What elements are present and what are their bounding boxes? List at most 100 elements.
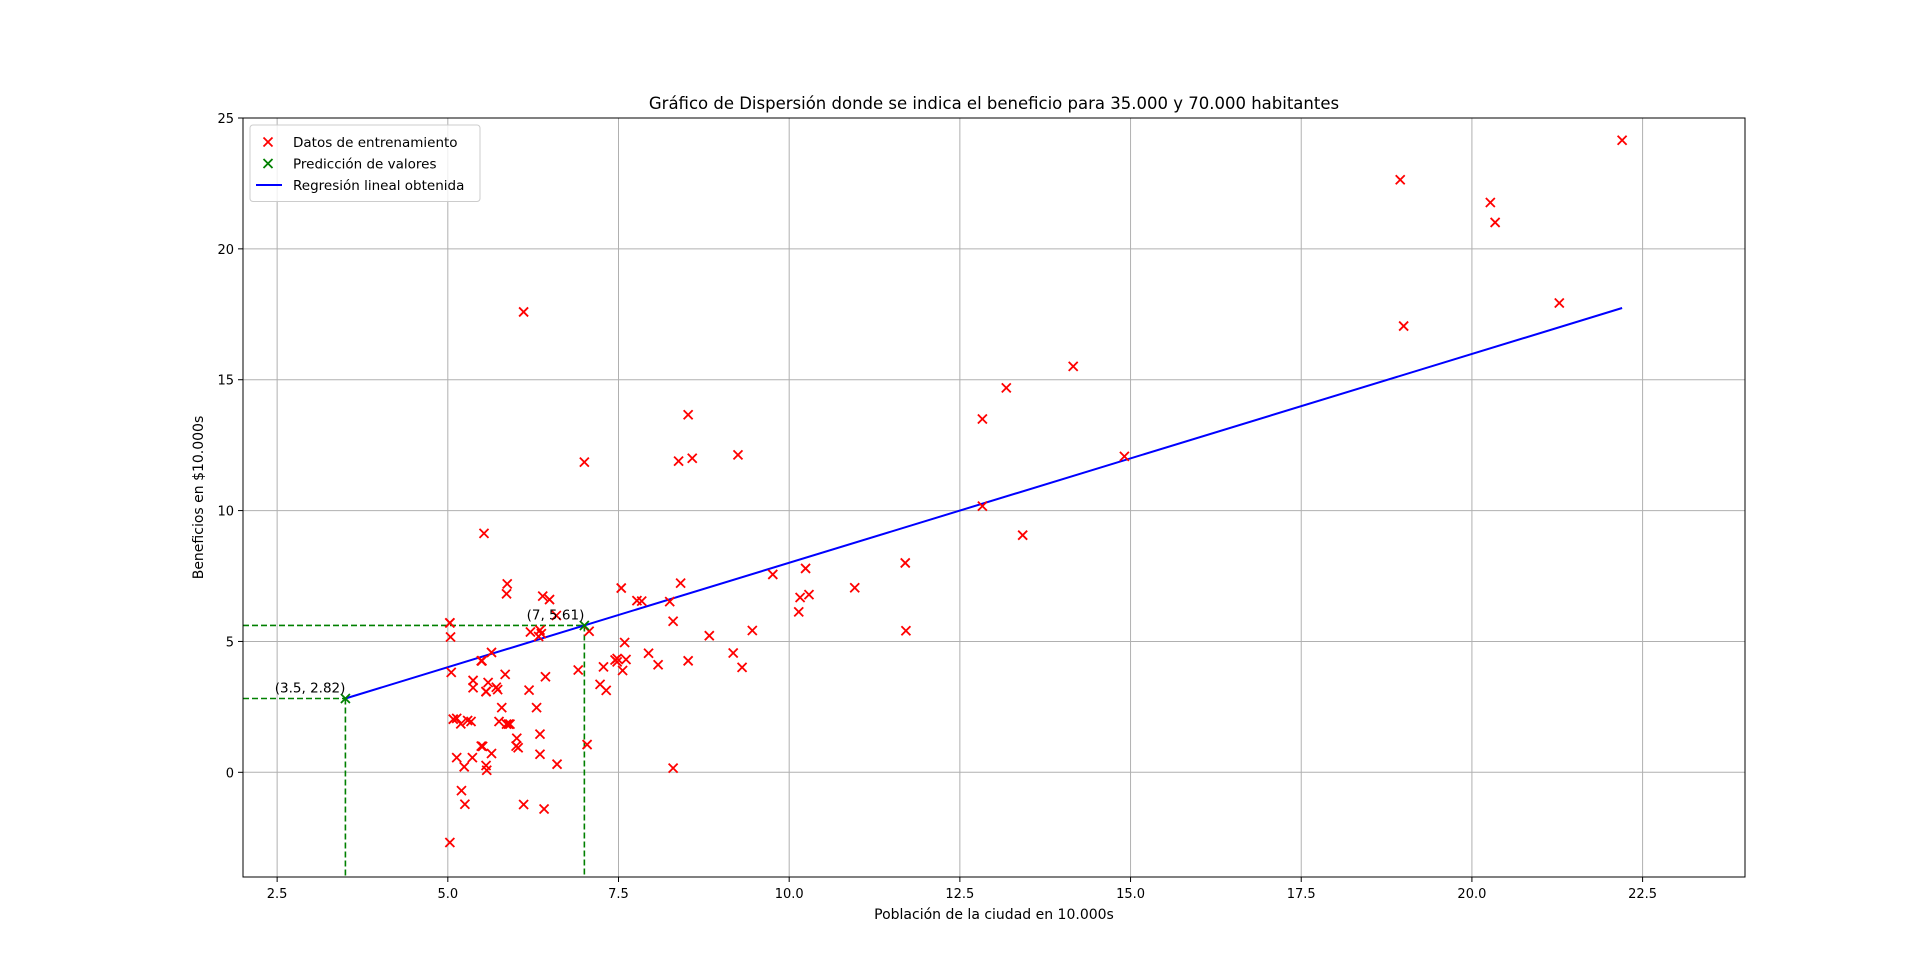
training-point: [977, 413, 988, 425]
y-tick-label: 5: [226, 635, 234, 650]
y-tick-label: 20: [217, 243, 234, 258]
x-axis-label: Población de la ciudad en 10.000s: [874, 907, 1114, 923]
training-point: [620, 654, 632, 665]
training-point: [534, 749, 546, 760]
training-point: [551, 610, 562, 621]
x-tick-label: 12.5: [945, 887, 974, 902]
training-point: [977, 501, 988, 512]
prediction-point: [340, 693, 351, 704]
training-point: [478, 528, 490, 539]
training-point: [667, 616, 679, 627]
legend-marker-swatch: [262, 136, 274, 148]
x-tick-label: 2.5: [267, 887, 288, 902]
training-point: [619, 637, 630, 648]
training-point: [643, 648, 654, 659]
training-point: [531, 702, 542, 713]
training-point: [1554, 297, 1565, 309]
training-point: [537, 591, 548, 602]
training-point: [1119, 451, 1130, 462]
training-point: [675, 577, 686, 589]
training-point: [467, 682, 479, 693]
training-point: [444, 617, 456, 629]
training-point: [800, 563, 811, 574]
legend-box: [249, 124, 481, 202]
x-tick-label: 22.5: [1628, 887, 1657, 902]
training-point: [523, 684, 535, 696]
training-point: [1485, 197, 1496, 208]
training-point: [459, 799, 471, 810]
training-point: [631, 595, 643, 606]
x-tick-label: 17.5: [1287, 887, 1316, 902]
ticks-layer: 2.5 5.0 7.5 10.0 12.5 15.0 17.5 20.0 22.5 0 5 10 15 2…: [217, 112, 1657, 902]
training-point: [459, 761, 470, 772]
prediction-point: [579, 620, 590, 631]
training-point: [683, 409, 694, 420]
training-point: [747, 625, 758, 636]
x-tick-label: 7.5: [608, 887, 629, 902]
training-point: [534, 625, 546, 636]
training-point: [444, 837, 456, 848]
training-point: [481, 765, 492, 776]
training-point: [767, 569, 778, 580]
training-point: [849, 582, 860, 593]
training-point: [900, 625, 912, 636]
training-point: [732, 449, 744, 460]
training-point: [467, 752, 478, 763]
training-point: [486, 647, 497, 658]
training-point: [1489, 217, 1501, 228]
training-point: [445, 631, 456, 643]
training-point: [1017, 530, 1028, 541]
x-tick-label: 20.0: [1457, 887, 1486, 902]
training-point: [480, 686, 492, 697]
training-point: [492, 684, 503, 695]
training-point: [518, 799, 529, 810]
training-point: [617, 665, 628, 676]
training-point: [525, 626, 536, 638]
training-point: [793, 606, 804, 618]
y-tick-label: 25: [217, 112, 234, 127]
training-point: [465, 716, 477, 727]
training-point: [493, 716, 505, 727]
x-tick-label: 10.0: [775, 887, 804, 902]
training-point: [803, 589, 815, 600]
legend-entry-label: Predicción de valores: [293, 157, 437, 173]
training-point: [1395, 174, 1406, 185]
training-point: [534, 728, 546, 740]
training-point: [551, 759, 563, 770]
y-tick-label: 0: [226, 766, 234, 781]
training-point: [538, 803, 550, 815]
y-tick-label: 10: [217, 505, 234, 520]
training-point: [594, 679, 606, 690]
training-point: [451, 752, 462, 763]
training-point: [616, 582, 627, 594]
training-point: [476, 741, 487, 752]
training-point: [664, 596, 675, 607]
training-point: [504, 719, 516, 730]
training-point: [482, 677, 494, 688]
training-point: [652, 659, 664, 670]
training-point: [448, 714, 459, 725]
training-point: [581, 739, 593, 750]
training-point: [598, 661, 609, 672]
training-point: [510, 741, 522, 752]
legend-marker-swatch: [262, 158, 274, 169]
y-tick-label: 15: [217, 374, 234, 389]
training-point: [486, 748, 497, 759]
y-axis-label: Beneficios en $10.000s: [191, 416, 207, 580]
training-point: [900, 557, 911, 569]
training-point: [467, 675, 479, 686]
x-tick-label: 15.0: [1116, 887, 1145, 902]
training-point: [518, 306, 529, 318]
training-point: [728, 647, 739, 659]
training-point: [446, 667, 457, 678]
training-point: [544, 594, 555, 605]
training-point: [704, 630, 715, 641]
training-point: [1001, 382, 1012, 393]
training-point: [496, 702, 507, 713]
training-point: [579, 457, 590, 468]
training-point: [611, 656, 623, 667]
training-point: [456, 785, 467, 796]
regression-line: [345, 307, 1623, 700]
point-annotation: (7, 5.61): [527, 607, 585, 623]
